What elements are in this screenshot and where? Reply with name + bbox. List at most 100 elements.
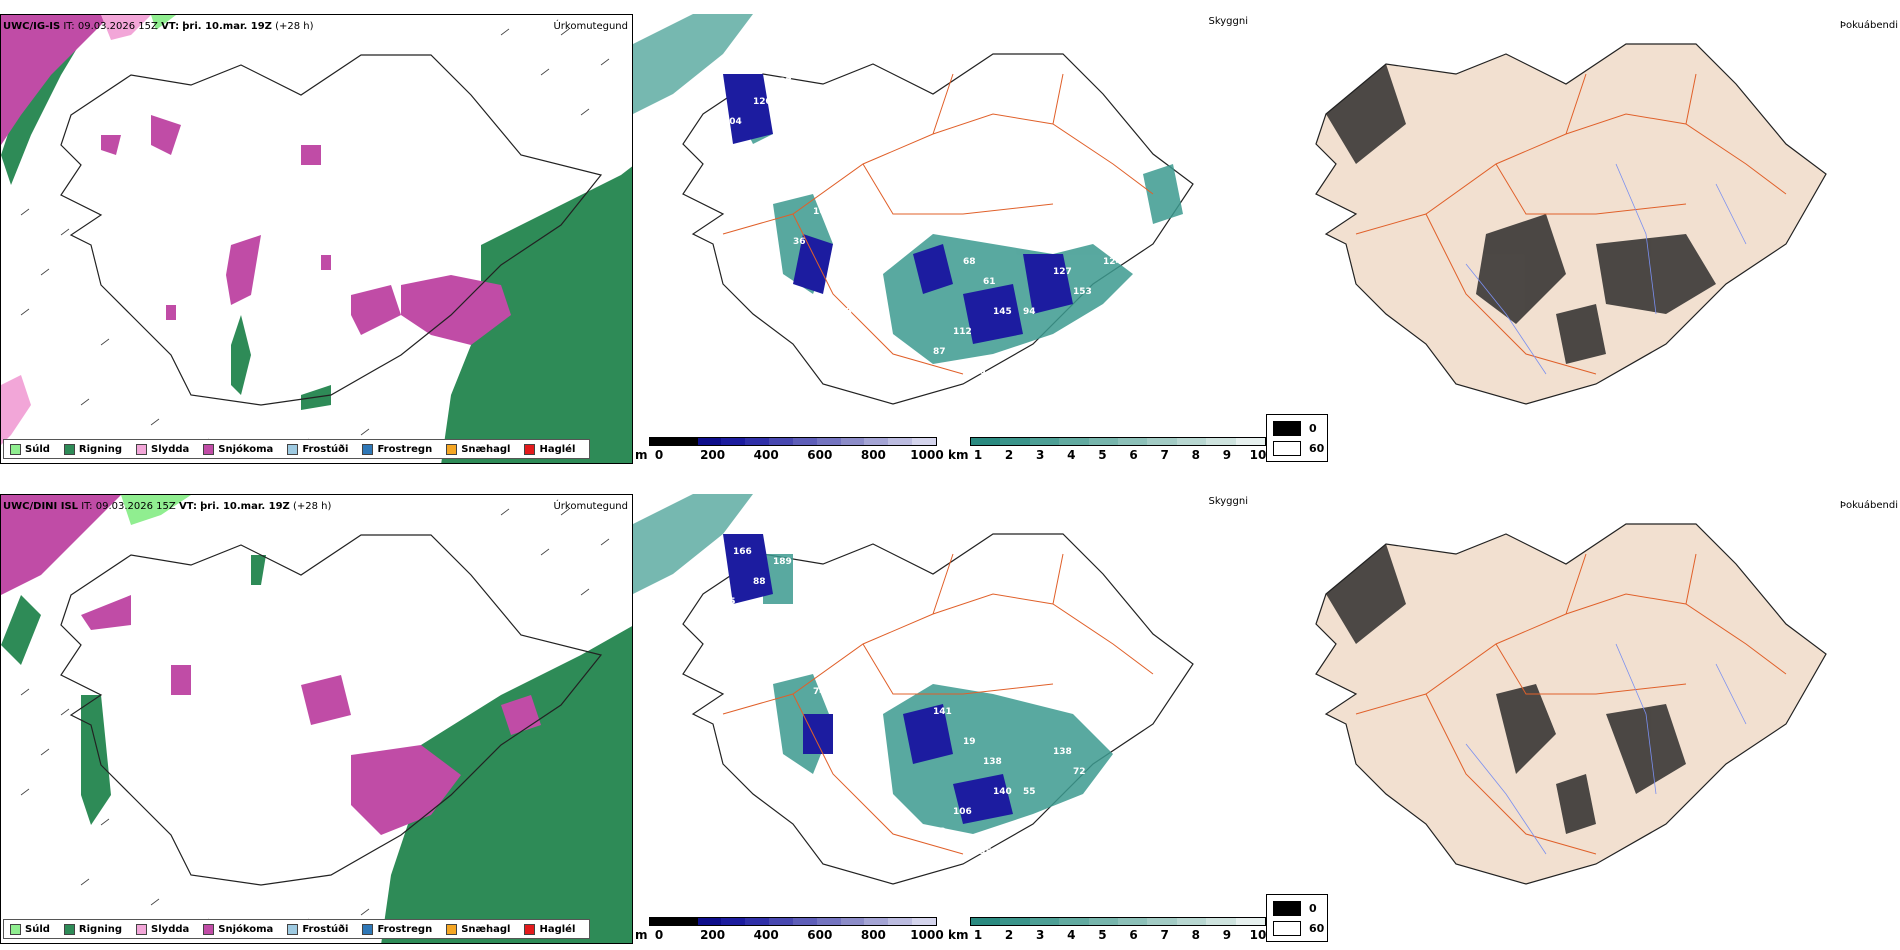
cloud-height-label: 95	[1133, 787, 1146, 797]
colorbar-tick: 1000	[910, 928, 944, 942]
colorbar-cell	[1029, 918, 1060, 925]
colorbar-tick: 7	[1160, 448, 1169, 462]
colorbar-tick: 800	[860, 448, 886, 462]
colorbar-tick: 3	[1036, 448, 1045, 462]
height-colorbar-row1: m 0 200 400 600 800 1000	[635, 437, 944, 462]
cloud-title: Skyggni	[1208, 16, 1248, 27]
legend-label: Snæhagl	[461, 443, 511, 455]
cloud-height-label: 27	[783, 667, 796, 677]
fog-map-svg	[1315, 523, 1827, 885]
cloud-height-label: 83	[783, 187, 796, 197]
precip-legend: Súld Rigning Slydda Snjókoma Frostúði Frostre…	[3, 919, 591, 939]
cloud-height-label: 135	[973, 847, 992, 857]
fog-label: 0	[1309, 422, 1317, 435]
legend-label: Rigning	[78, 923, 123, 935]
legend-label: Súld	[25, 923, 50, 935]
road-network	[722, 553, 1154, 855]
colorbar-cell	[1059, 438, 1089, 445]
legend-label: Haglél	[539, 443, 576, 455]
colorbar-cell	[697, 438, 722, 445]
cloud-height-label: 183	[723, 667, 742, 677]
colorbar-tick: 9	[1222, 448, 1232, 462]
cloud-height-label: 104	[933, 227, 952, 237]
cloud-height-label: 74	[733, 67, 746, 77]
cloud-height-label: 62	[863, 237, 876, 247]
precip-rain-area	[1, 25, 632, 463]
legend-swatch	[362, 923, 374, 935]
colorbar-cell	[1206, 918, 1236, 925]
legend-swatch	[10, 923, 21, 935]
colorbar-cell	[1176, 918, 1207, 925]
legend-label: Haglél	[539, 923, 576, 935]
colorbar-cell	[1235, 918, 1266, 925]
legend-swatch	[63, 443, 75, 455]
precip-rain-area	[1, 555, 632, 943]
fog-map-row1: Þokuábendi	[1266, 14, 1900, 464]
legend-item: Haglél	[524, 923, 576, 935]
roads	[1355, 553, 1787, 855]
colorbar-tick: 400	[753, 448, 779, 462]
valid-time-label: VT:	[161, 21, 180, 32]
cloud-height-label: 156	[1063, 807, 1082, 817]
legend-label: Súld	[25, 443, 50, 455]
colorbar-cell	[745, 918, 770, 925]
valid-time-label: VT:	[178, 501, 197, 512]
cloud-height-label: 73	[903, 187, 916, 197]
precip-map-svg	[1, 495, 632, 943]
cloud-title: Skyggni	[1208, 496, 1248, 507]
cloud-height-label: 20	[833, 217, 846, 227]
colorbar-tick: 6	[1129, 928, 1138, 942]
cloud-height-label: 55	[1023, 787, 1036, 797]
fog-legend-row: 60	[1273, 921, 1324, 936]
colorbar-tick: 400	[753, 928, 779, 942]
cloud-height-label: 337	[773, 77, 792, 87]
colorbar-unit: km	[948, 928, 969, 942]
cloud-height-label: 85	[723, 597, 736, 607]
precip-map-svg	[1, 15, 632, 463]
colorbar-tick: 600	[807, 928, 833, 942]
colorbar-cell	[1118, 438, 1148, 445]
fog-swatch	[1273, 901, 1301, 916]
colorbar-cell	[864, 438, 889, 445]
colorbar-tick: 7	[1160, 928, 1169, 942]
cloud-height-label: 04	[893, 867, 906, 877]
fog-label: 0	[1309, 902, 1317, 915]
cloud-height-label: 61	[983, 277, 996, 287]
colorbar-cell	[1000, 438, 1030, 445]
colorbar-cell	[721, 918, 746, 925]
colorbar-cells	[970, 437, 1266, 446]
colorbar-cell	[1147, 438, 1177, 445]
colorbar-cell	[769, 918, 793, 925]
legend-item: Haglél	[524, 443, 576, 455]
visibility-colorbar-row2: km 1 2 3 4 5 6 7 8 9 10	[948, 917, 1266, 942]
rivers	[1465, 163, 1747, 375]
cloud-height-label: 19	[963, 737, 976, 747]
cloud-map-row1: 74 337 120 104 15 22 124 185 65 83 165 20 62 73 90 104 6…	[633, 14, 1248, 464]
cloud-height-label: 106	[953, 807, 972, 817]
colorbar-cells	[970, 917, 1266, 926]
fog-legend-row: 0	[1273, 901, 1317, 916]
model-name: UWC/IG-IS	[3, 21, 61, 32]
colorbar-tick: 5	[1098, 928, 1107, 942]
colorbar-cell	[673, 918, 698, 925]
lead-time: (+28 h)	[292, 501, 332, 512]
fog-swatch	[1273, 921, 1301, 936]
colorbar-tick: 0	[654, 928, 664, 942]
colorbar-cell	[840, 918, 865, 925]
legend-item: Snjókoma	[203, 923, 273, 935]
colorbar-cell	[1088, 918, 1119, 925]
colorbar-cell	[1000, 918, 1030, 925]
precip-snow-area	[1, 495, 541, 835]
map-header: UWC/IG-IS IT: 09.03.2026 15Z VT: þri. 10…	[3, 21, 314, 32]
colorbar-cell	[912, 438, 936, 445]
colorbar-cell	[888, 438, 913, 445]
map-header: UWC/DINI ISL IT: 09.03.2026 15Z VT: þri.…	[3, 501, 331, 512]
legend-item: Snæhagl	[446, 443, 511, 455]
fog-dark-areas	[1326, 544, 1686, 834]
legend-swatch	[446, 923, 458, 935]
colorbar-tick: 1000	[910, 448, 944, 462]
colorbar-tick: 200	[700, 928, 726, 942]
colorbar-cell	[864, 918, 889, 925]
